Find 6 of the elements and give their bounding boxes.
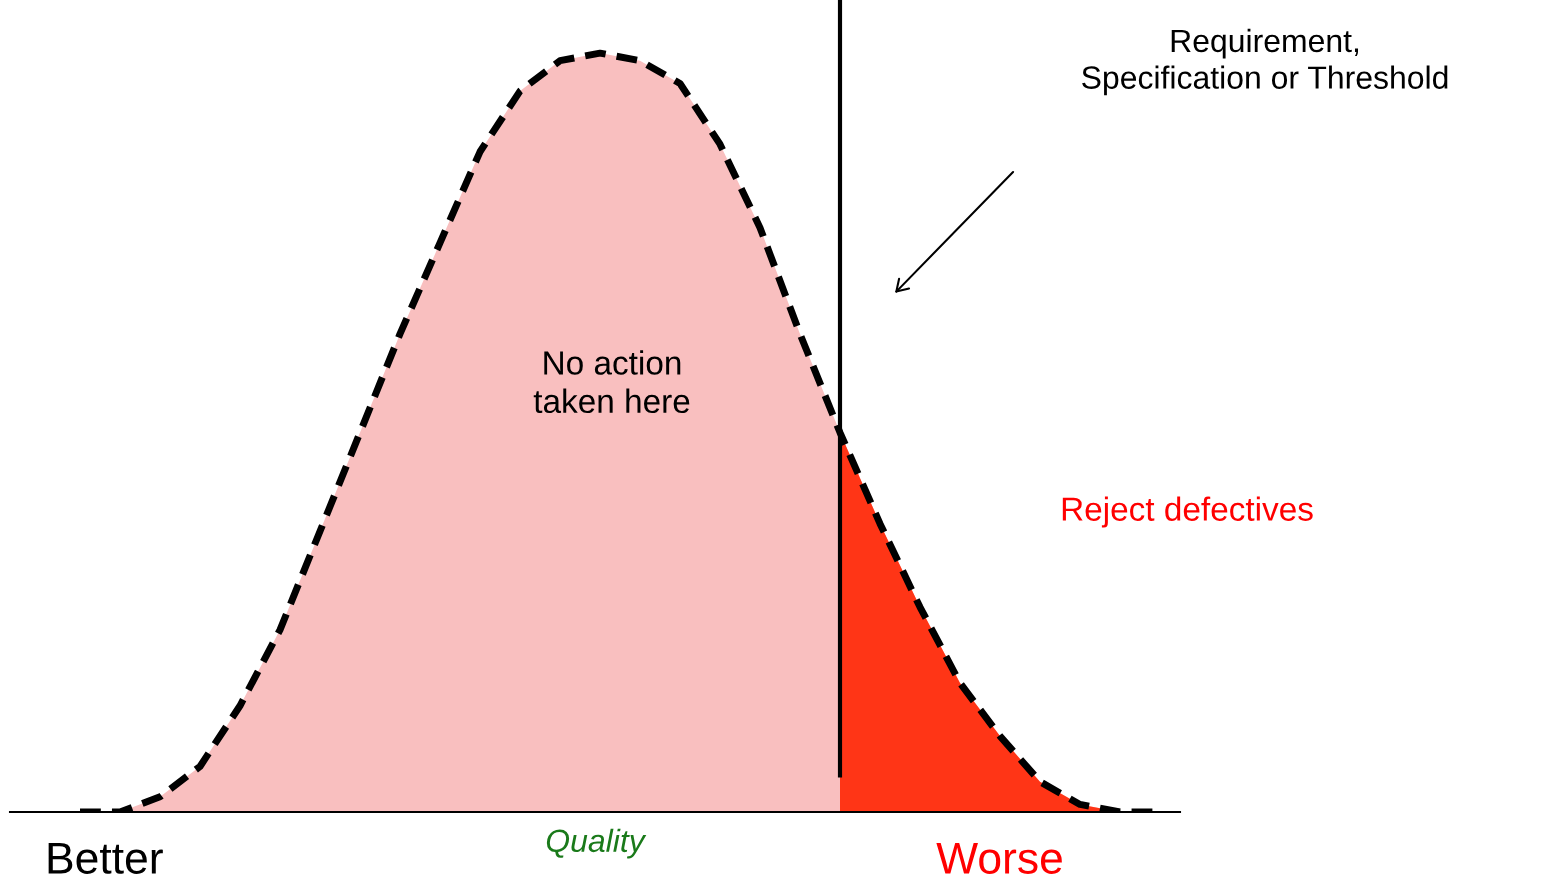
annotation: No action taken here (533, 350, 690, 414)
annotation: Requirement, Specification or Threshold (1082, 28, 1448, 96)
text: Worse (936, 842, 1062, 874)
annotation: Reject defectives (1062, 496, 1313, 528)
text: Better (48, 842, 163, 874)
x-axis-title: Quality (546, 828, 647, 859)
